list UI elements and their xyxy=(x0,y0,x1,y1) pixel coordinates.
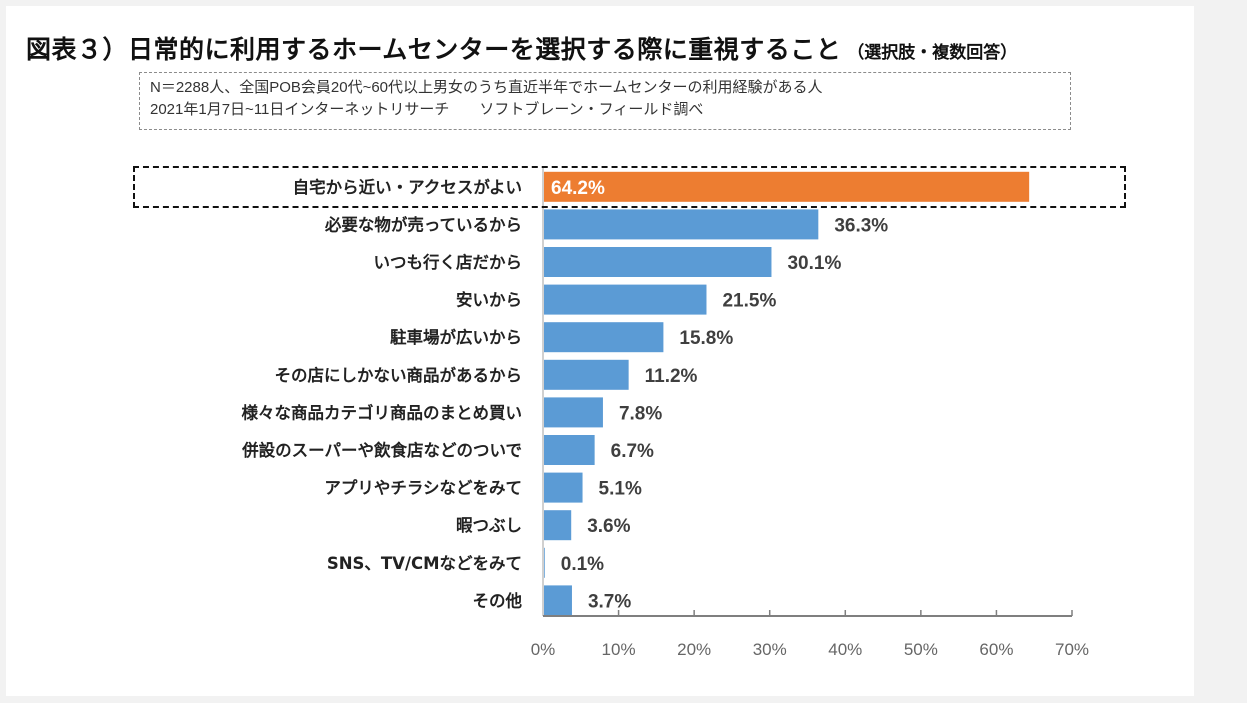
chart-title-note: （選択肢・複数回答） xyxy=(847,43,1018,63)
category-label-6: 様々な商品カテゴリ商品のまとめ買い xyxy=(242,402,523,422)
x-tick-label-4: 40% xyxy=(828,640,862,659)
chart-title-main: 図表３）日常的に利用するホームセンターを選択する際に重視すること xyxy=(26,35,842,64)
value-label-4: 15.8% xyxy=(679,328,733,349)
value-label-9: 3.6% xyxy=(587,516,630,537)
bar-10 xyxy=(544,547,545,578)
highlight-box xyxy=(133,166,1126,208)
chart-title: 図表３）日常的に利用するホームセンターを選択する際に重視すること （選択肢・複数回… xyxy=(26,30,1017,66)
category-label-2: いつも行く店だから xyxy=(374,252,523,272)
bar-11 xyxy=(544,585,572,616)
value-label-8: 5.1% xyxy=(599,479,642,500)
bar-0 xyxy=(544,171,1030,202)
x-tick-label-7: 70% xyxy=(1055,640,1089,659)
survey-note-line-1: N＝2288人、全国POB会員20代~60代以上男女のうち直近半年でホームセンタ… xyxy=(150,79,823,96)
x-tick-label-1: 10% xyxy=(602,640,636,659)
value-label-11: 3.7% xyxy=(588,591,631,612)
bar-9 xyxy=(544,510,572,541)
x-tick-label-6: 60% xyxy=(979,640,1013,659)
bar-3 xyxy=(544,284,707,315)
category-label-3: 安いから xyxy=(456,290,522,310)
x-tick-label-3: 30% xyxy=(753,640,787,659)
value-label-5: 11.2% xyxy=(645,366,698,387)
x-tick-label-5: 50% xyxy=(904,640,938,659)
survey-note-line-2: 2021年1月7日~11日インターネットリサーチ ソフトブレーン・フィールド調べ xyxy=(150,101,704,118)
bar-6 xyxy=(544,397,603,428)
value-label-2: 30.1% xyxy=(787,253,841,274)
category-label-7: 併設のスーパーや飲食店などのついで xyxy=(241,440,522,460)
value-label-3: 21.5% xyxy=(722,291,776,312)
bar-7 xyxy=(544,435,595,465)
bar-5 xyxy=(544,359,629,390)
category-label-0: 自宅から近い・アクセスがよい xyxy=(293,177,522,197)
category-label-1: 必要な物が売っているから xyxy=(324,214,522,234)
bar-2 xyxy=(544,247,772,277)
x-tick-label-0: 0% xyxy=(531,640,556,659)
value-label-0: 64.2% xyxy=(551,178,605,199)
category-label-5: その店にしかない商品があるから xyxy=(275,365,523,385)
category-label-10: SNS、TV/CMなどをみて xyxy=(327,554,522,573)
x-tick-label-2: 20% xyxy=(677,640,711,659)
value-label-1: 36.3% xyxy=(834,215,888,236)
value-label-6: 7.8% xyxy=(619,403,662,424)
bar-1 xyxy=(544,209,819,240)
survey-note-box: N＝2288人、全国POB会員20代~60代以上男女のうち直近半年でホームセンタ… xyxy=(139,72,1071,130)
category-label-11: その他 xyxy=(473,590,523,610)
category-label-4: 駐車場が広いから xyxy=(390,327,522,347)
category-label-8: アプリやチラシなどをみて xyxy=(324,478,522,498)
value-label-7: 6.7% xyxy=(611,441,654,462)
bar-8 xyxy=(544,472,583,503)
bar-4 xyxy=(544,322,664,353)
category-label-9: 暇つぶし xyxy=(456,516,522,535)
value-label-10: 0.1% xyxy=(561,554,604,575)
